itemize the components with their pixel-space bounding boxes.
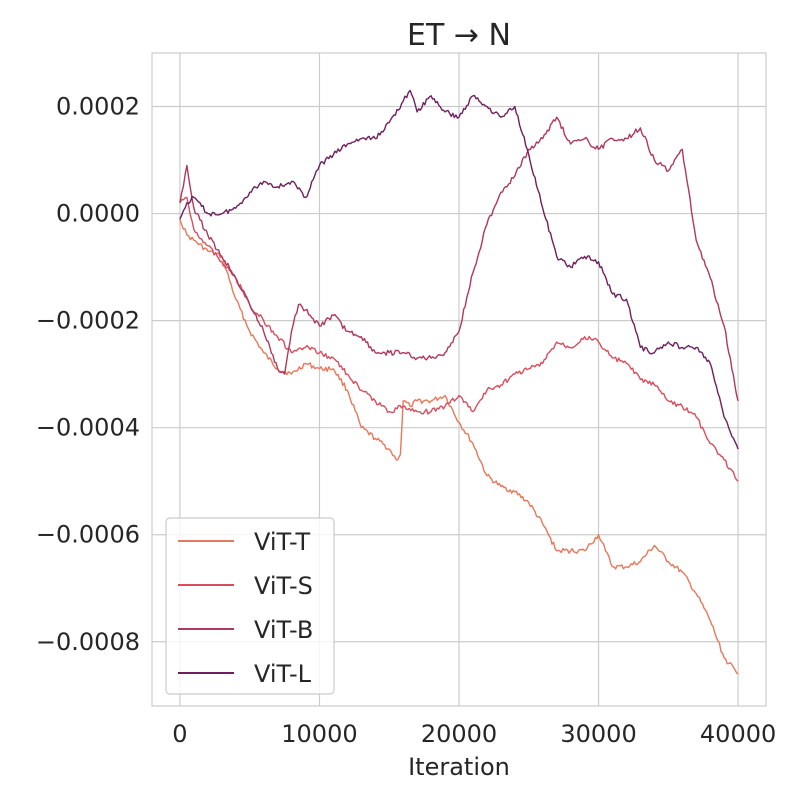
series-line-vit-t [179,218,739,675]
y-tick-label: −0.0004 [36,414,140,442]
x-tick-label: 10000 [281,720,357,748]
legend-label-vit-s: ViT-S [254,572,313,600]
y-tick-label: −0.0006 [36,521,140,549]
chart-title: ET → N [407,18,511,53]
legend: ViT-T ViT-S ViT-B ViT-L [165,517,335,695]
x-axis-ticks: 0 10000 20000 30000 40000 [172,720,776,748]
x-tick-label: 40000 [700,720,776,748]
legend-label-vit-l: ViT-L [254,660,312,688]
plot-frame [151,52,767,707]
grid [152,53,766,706]
series-group [179,89,739,675]
x-tick-label: 20000 [421,720,497,748]
legend-box [165,517,335,695]
y-tick-label: −0.0008 [36,628,140,656]
y-tick-label: 0.0002 [56,93,140,121]
x-axis-label: Iteration [408,753,510,781]
legend-label-vit-b: ViT-B [254,616,313,644]
x-tick-label: 0 [172,720,187,748]
series-line-vit-b [179,116,739,402]
series-line-vit-l [179,89,739,450]
y-tick-label: 0.0000 [56,200,140,228]
series-line-vit-s [179,196,739,482]
x-tick-label: 30000 [560,720,636,748]
legend-label-vit-t: ViT-T [254,528,310,556]
y-tick-label: −0.0002 [36,307,140,335]
y-axis-ticks: 0.0002 0.0000 −0.0002 −0.0004 −0.0006 −0.0008 [36,93,140,656]
